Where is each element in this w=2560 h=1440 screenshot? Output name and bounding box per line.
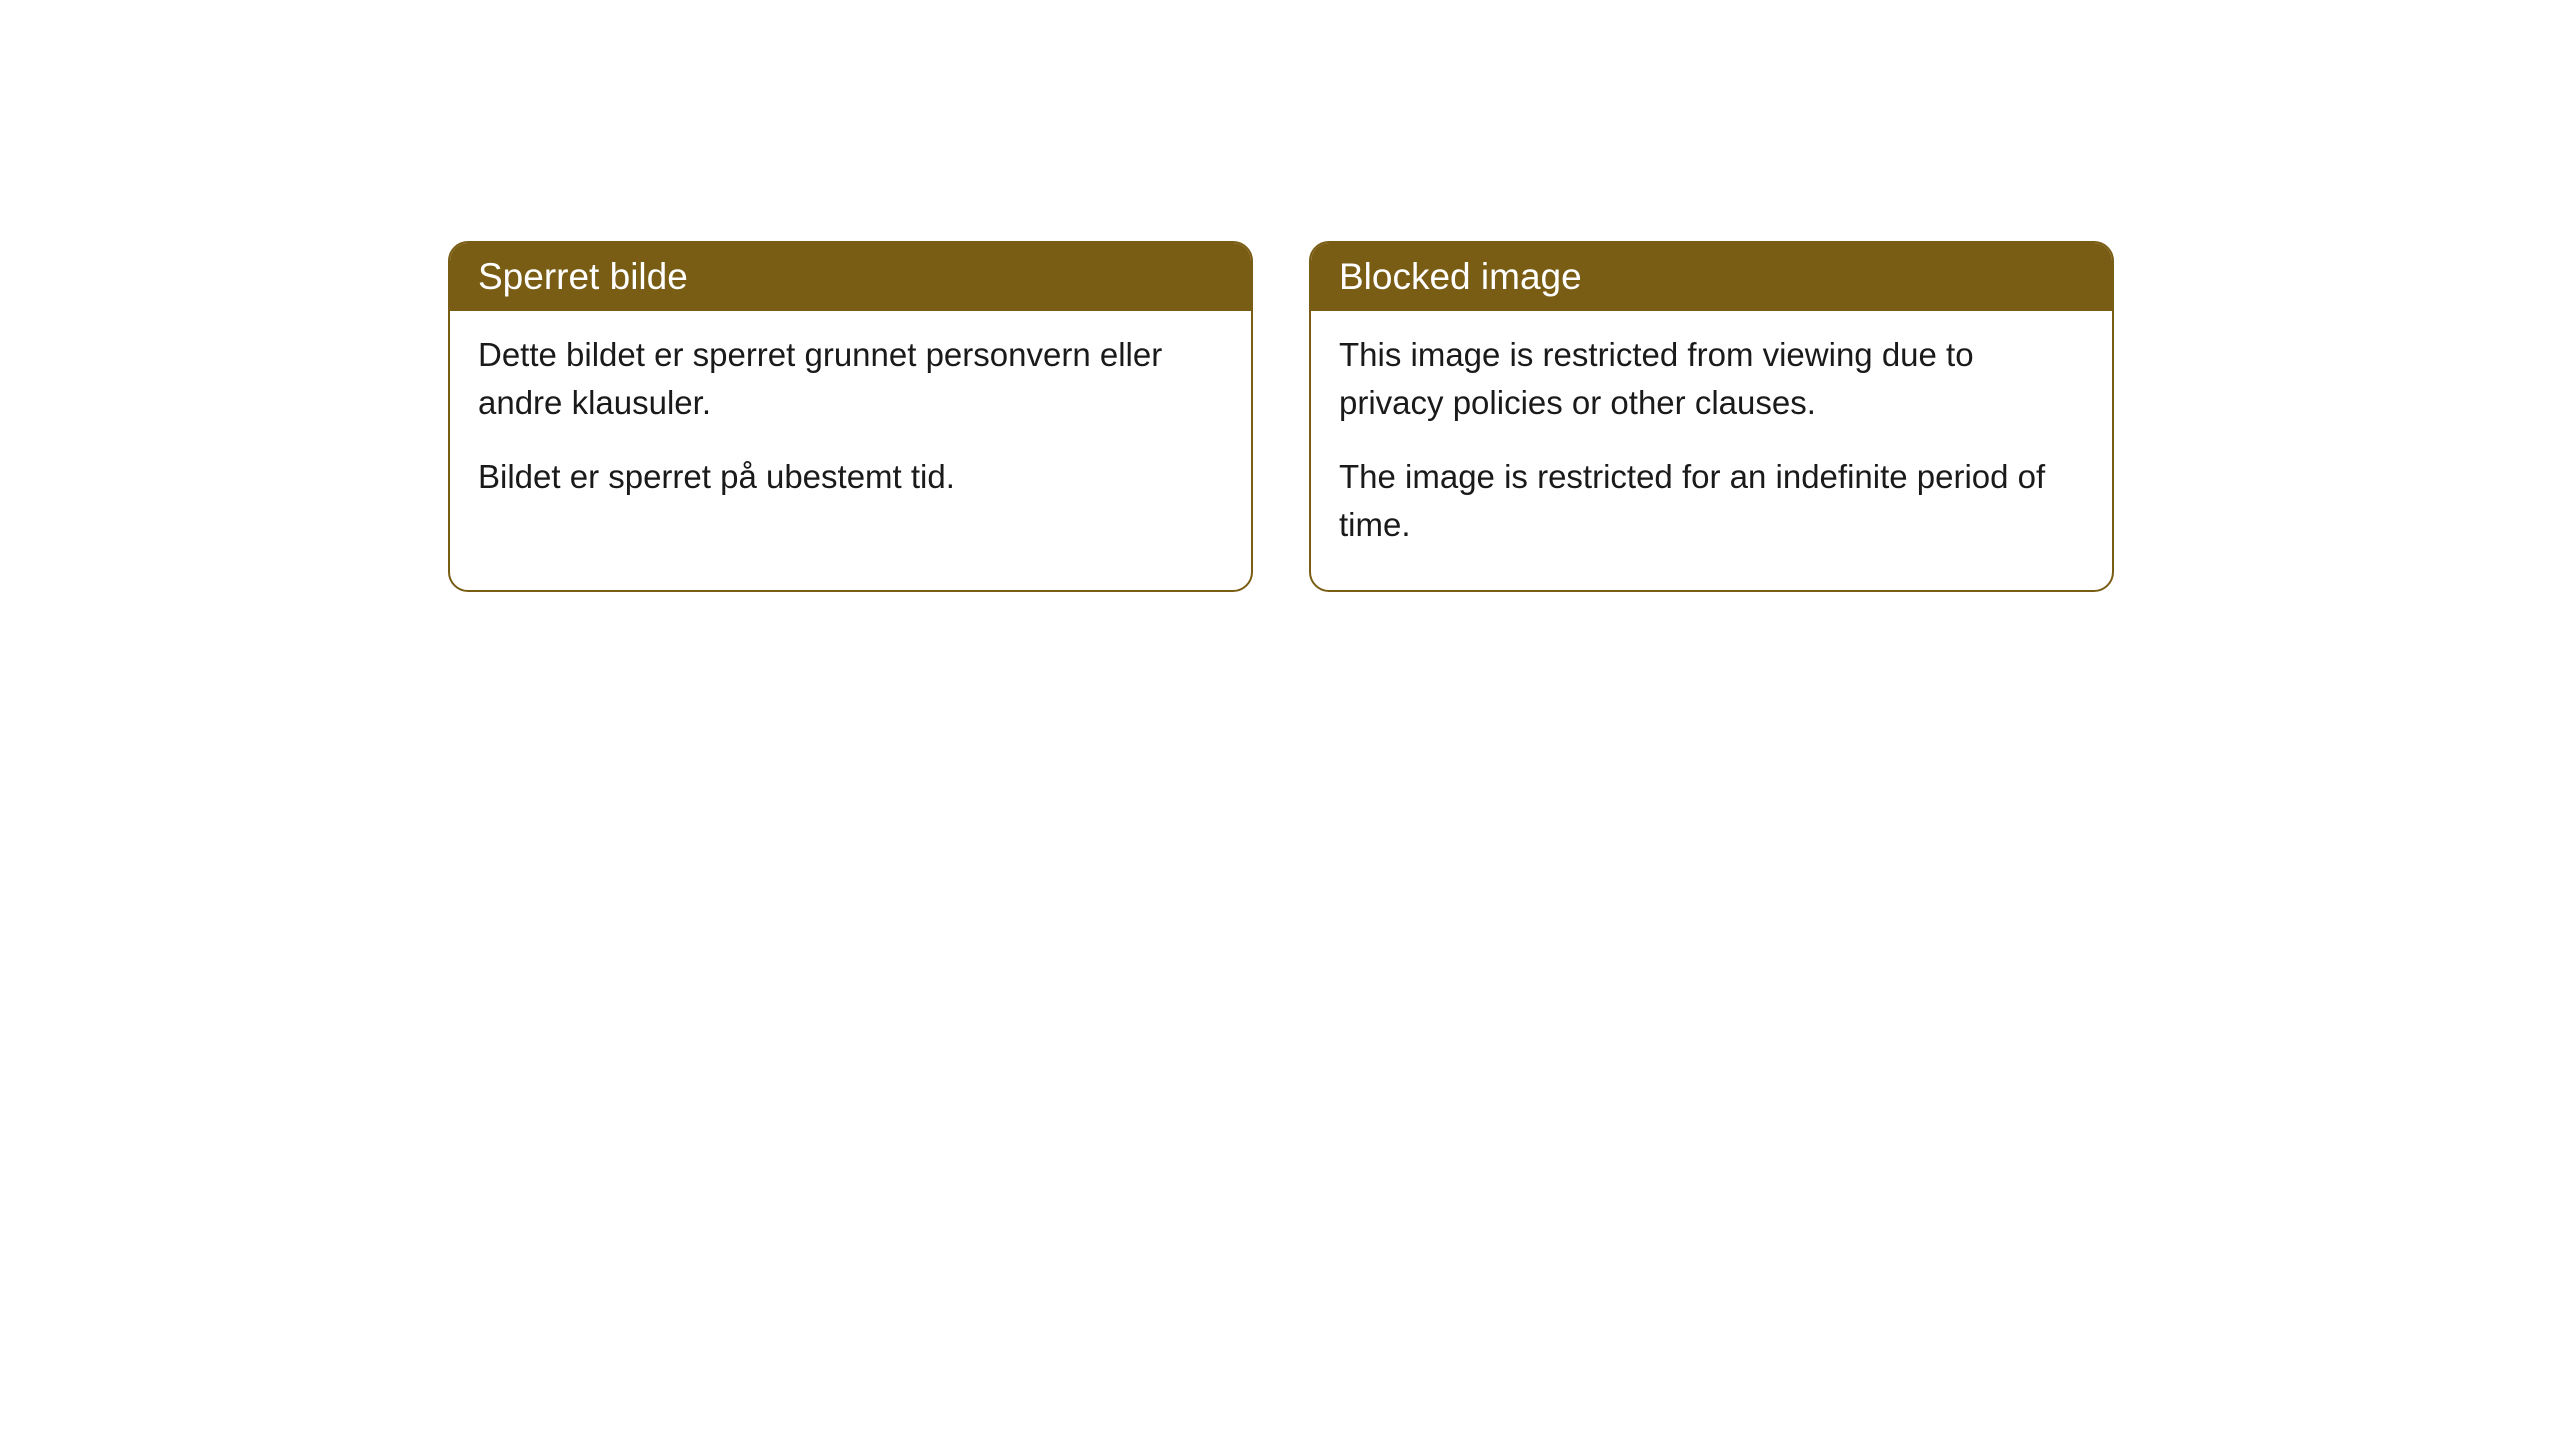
notice-cards-container: Sperret bilde Dette bildet er sperret gr… (448, 241, 2114, 592)
notice-paragraph-2-norwegian: Bildet er sperret på ubestemt tid. (478, 453, 1223, 501)
card-body-norwegian: Dette bildet er sperret grunnet personve… (450, 311, 1251, 590)
notice-paragraph-2-english: The image is restricted for an indefinit… (1339, 453, 2084, 549)
card-header-norwegian: Sperret bilde (450, 243, 1251, 311)
notice-paragraph-1-english: This image is restricted from viewing du… (1339, 331, 2084, 427)
card-body-english: This image is restricted from viewing du… (1311, 311, 2112, 590)
notice-paragraph-1-norwegian: Dette bildet er sperret grunnet personve… (478, 331, 1223, 427)
card-header-english: Blocked image (1311, 243, 2112, 311)
blocked-image-card-norwegian: Sperret bilde Dette bildet er sperret gr… (448, 241, 1253, 592)
blocked-image-card-english: Blocked image This image is restricted f… (1309, 241, 2114, 592)
